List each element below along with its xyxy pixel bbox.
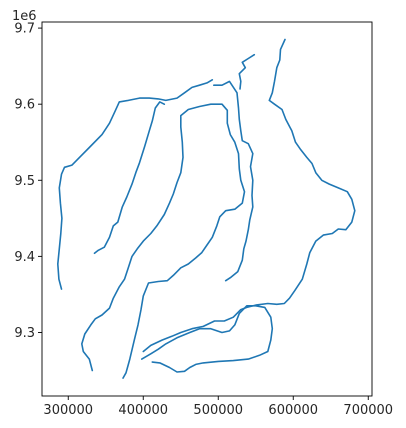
y-tick-label: 9.3 (14, 326, 35, 341)
y-tick-label: 9.4 (14, 250, 35, 265)
x-tick-label: 400000 (118, 403, 168, 418)
y-offset-label: 1e6 (12, 9, 37, 24)
x-tick-label: 300000 (43, 403, 93, 418)
y-tick-label: 9.7 (14, 22, 35, 37)
x-axis: 300000 400000 500000 600000 700000 (43, 396, 393, 418)
y-axis: 9.3 9.4 9.5 9.6 9.7 (14, 22, 42, 341)
series-line-6 (238, 53, 256, 90)
y-tick-label: 9.6 (14, 98, 35, 113)
axes-frame (41, 21, 373, 397)
x-tick-label: 500000 (193, 403, 243, 418)
series-line-7 (142, 38, 356, 353)
series-line-3 (81, 103, 246, 379)
x-tick-label: 700000 (343, 403, 393, 418)
x-tick-label: 600000 (268, 403, 318, 418)
series-line-4 (141, 304, 274, 373)
y-tick-label: 9.5 (14, 174, 35, 189)
series-line-1 (56, 79, 214, 290)
series-line-2 (93, 101, 166, 255)
series-line-5 (213, 80, 254, 282)
plot-lines (56, 38, 356, 379)
